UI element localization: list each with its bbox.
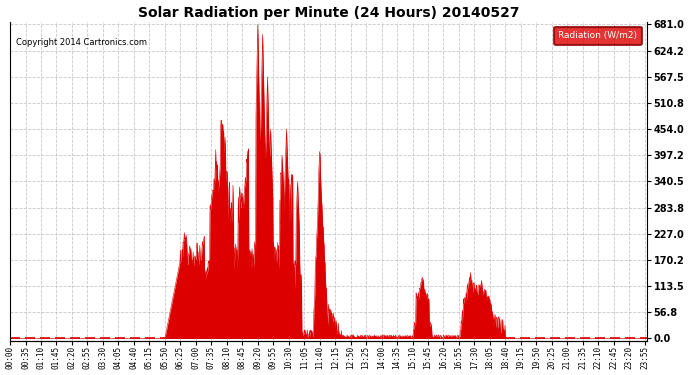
Text: Copyright 2014 Cartronics.com: Copyright 2014 Cartronics.com: [17, 38, 148, 47]
Legend: Radiation (W/m2): Radiation (W/m2): [554, 27, 642, 45]
Title: Solar Radiation per Minute (24 Hours) 20140527: Solar Radiation per Minute (24 Hours) 20…: [137, 6, 519, 20]
